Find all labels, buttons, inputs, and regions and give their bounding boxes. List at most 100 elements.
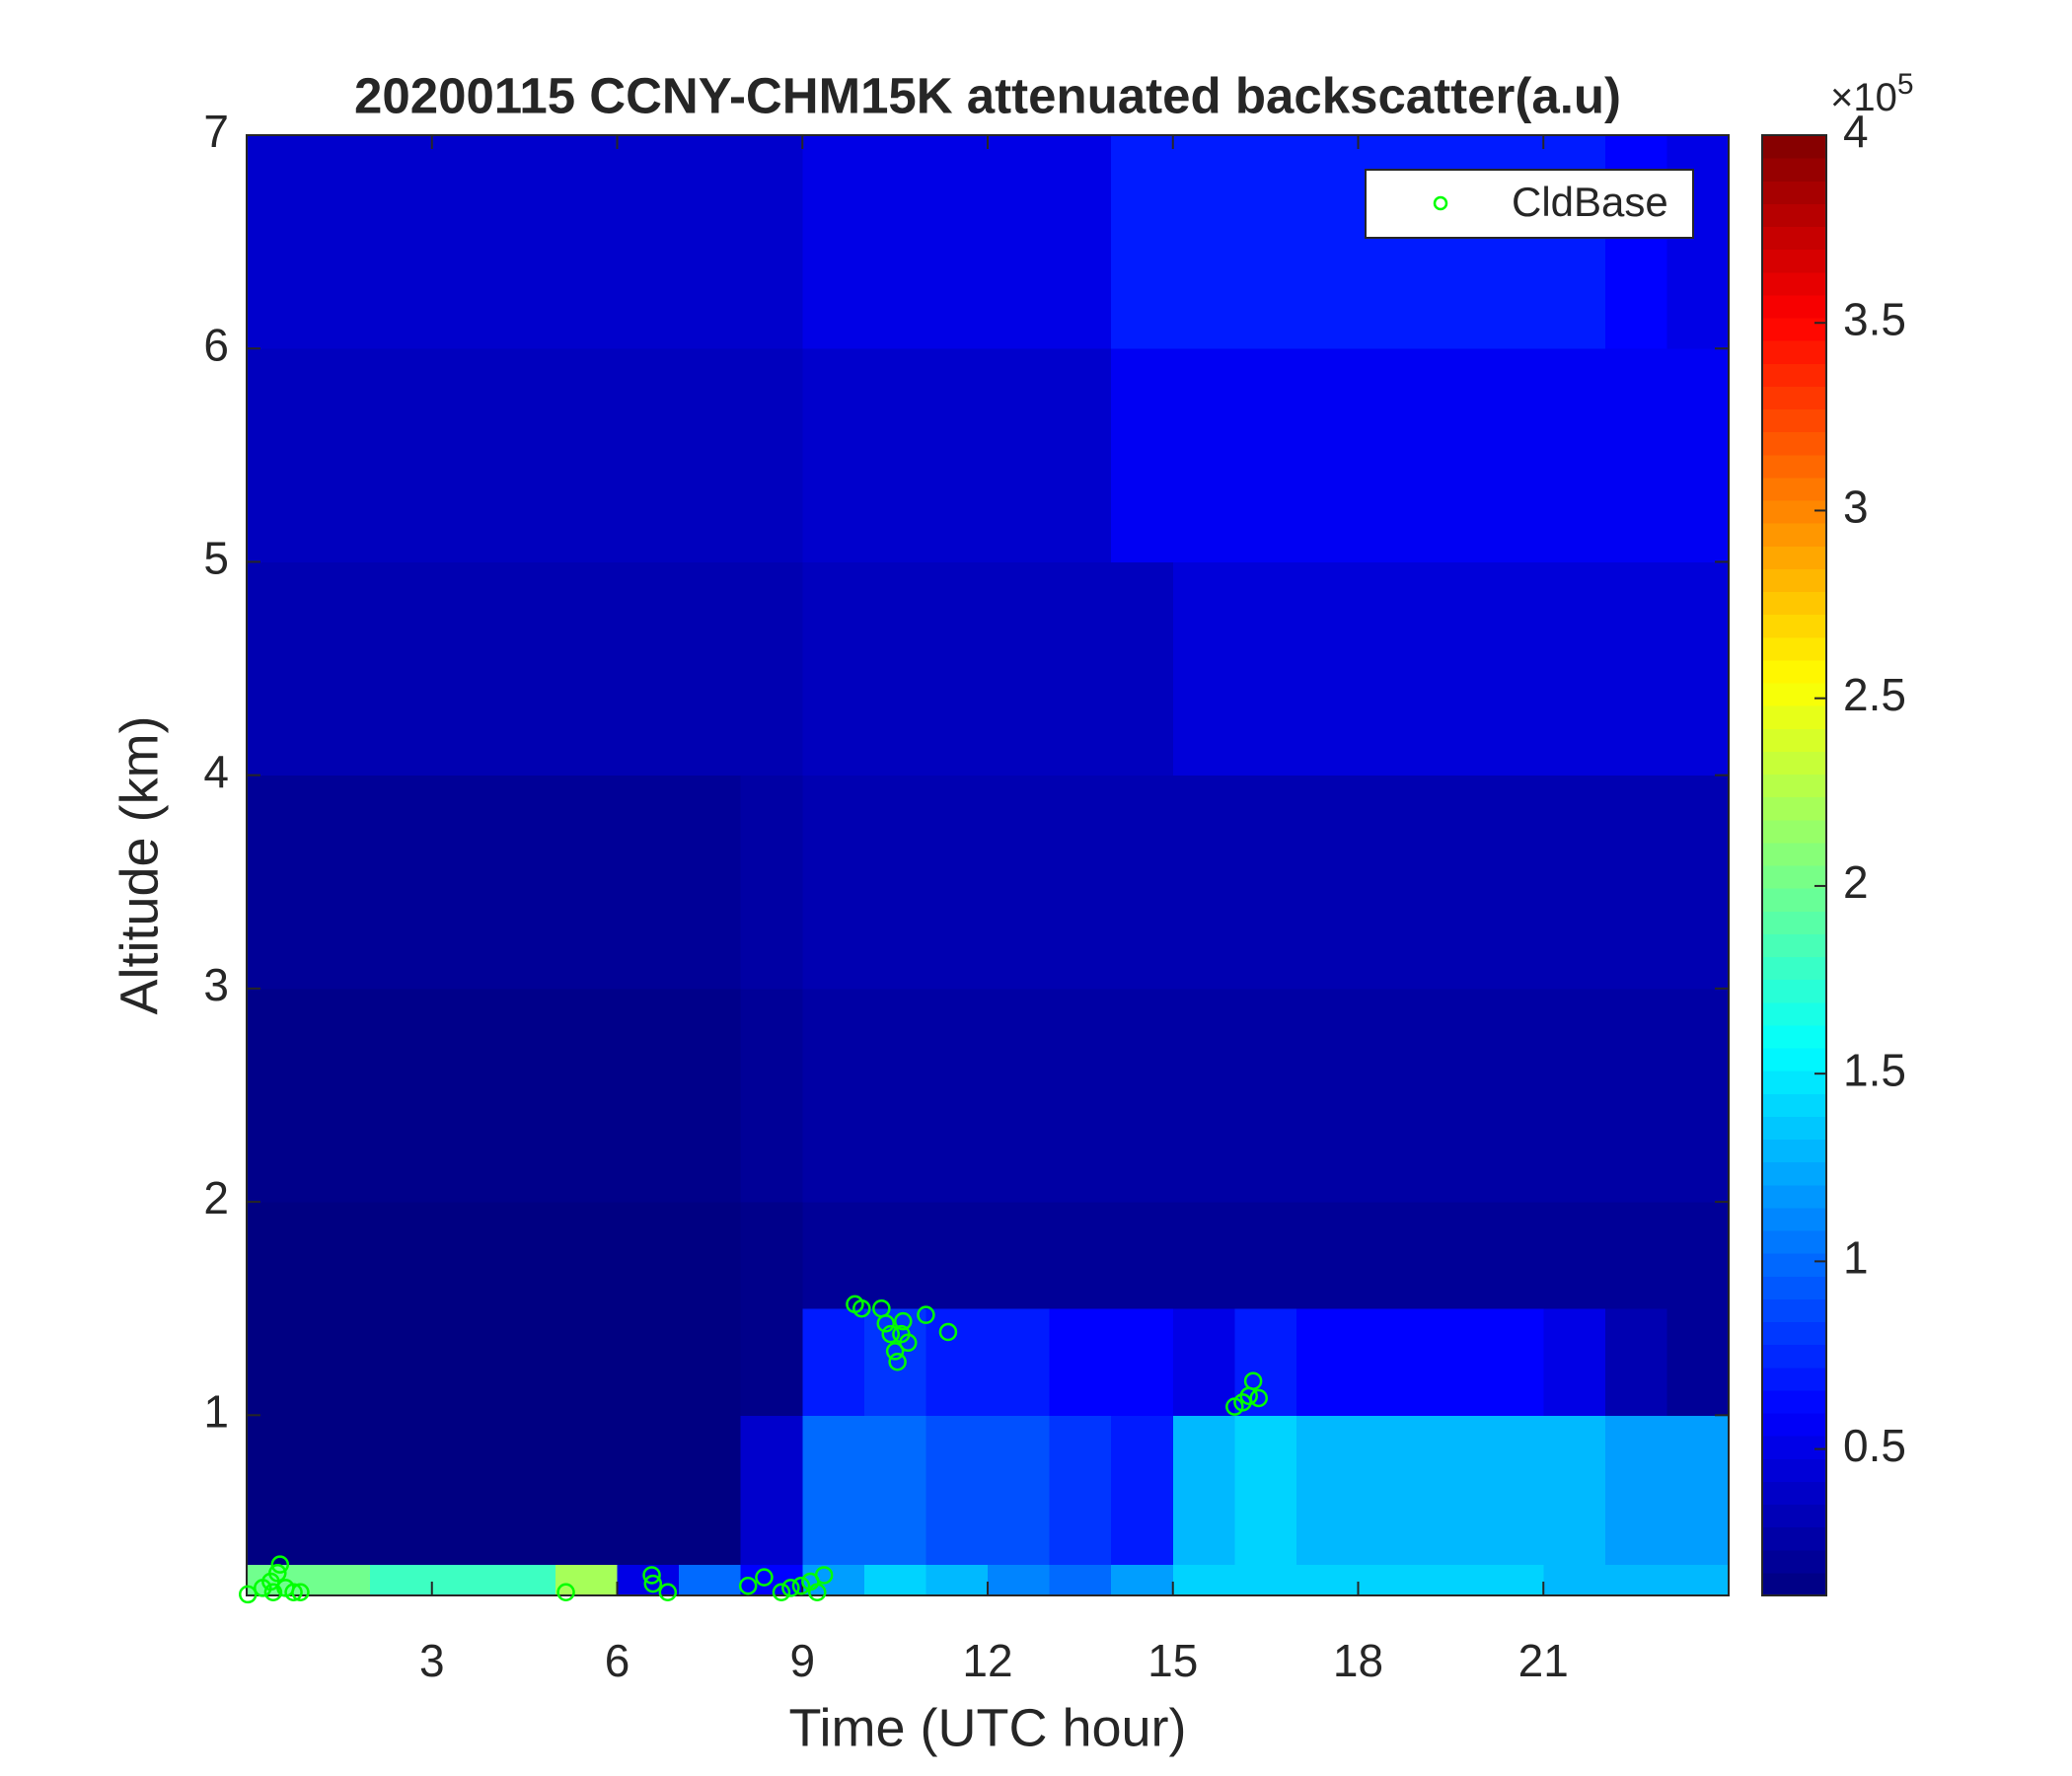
heatmap-cell bbox=[988, 1308, 1051, 1416]
colorbar-tick-label: 3.5 bbox=[1843, 293, 1906, 344]
heatmap-cell bbox=[1604, 348, 1667, 562]
cloud-base-point bbox=[263, 1583, 283, 1602]
heatmap-cell bbox=[802, 561, 865, 777]
heatmap-cell bbox=[1481, 1564, 1544, 1596]
cloud-base-point bbox=[885, 1342, 905, 1361]
heatmap-cell bbox=[1543, 1415, 1606, 1566]
colorbar-segment bbox=[1762, 888, 1826, 912]
colorbar-tick-label: 2.5 bbox=[1843, 669, 1906, 720]
heatmap-cell bbox=[863, 988, 926, 1203]
colorbar-segment bbox=[1762, 135, 1826, 159]
colorbar-segment bbox=[1762, 728, 1826, 752]
heatmap-cell bbox=[308, 775, 371, 990]
heatmap-cell bbox=[1481, 988, 1544, 1203]
heatmap-cell bbox=[802, 1564, 865, 1596]
heatmap-cell bbox=[925, 348, 989, 562]
heatmap-cell bbox=[308, 561, 371, 777]
colorbar-segment bbox=[1762, 203, 1826, 227]
heatmap-cell bbox=[1543, 1564, 1606, 1596]
heatmap-cell bbox=[1295, 348, 1359, 562]
heatmap-cell bbox=[802, 135, 865, 349]
colorbar-segment bbox=[1762, 751, 1826, 775]
y-axis-label: Altitude (km) bbox=[110, 715, 169, 1014]
heatmap-cell bbox=[802, 1415, 865, 1566]
heatmap-cell bbox=[1049, 1564, 1112, 1596]
heatmap-cell bbox=[863, 775, 926, 990]
heatmap-cell bbox=[988, 1415, 1051, 1566]
heatmap-cell bbox=[1604, 135, 1667, 349]
heatmap-cell bbox=[617, 1415, 680, 1566]
heatmap-cell bbox=[1172, 1202, 1235, 1309]
colorbar-segment bbox=[1762, 181, 1826, 204]
heatmap-cell bbox=[1049, 1308, 1112, 1416]
heatmap-cell bbox=[247, 1202, 310, 1309]
colorbar-tick-label: 4 bbox=[1843, 106, 1869, 157]
heatmap-cell bbox=[1604, 1308, 1667, 1416]
heatmap-cell bbox=[1543, 988, 1606, 1203]
heatmap-cell bbox=[1111, 1202, 1174, 1309]
heatmap-cell bbox=[1049, 135, 1112, 349]
heatmap-cell bbox=[617, 348, 680, 562]
heatmap-cell bbox=[1172, 1308, 1235, 1416]
cloud-base-point bbox=[291, 1583, 310, 1602]
heatmap-cell bbox=[555, 1415, 618, 1566]
heatmap-cell bbox=[1604, 775, 1667, 990]
colorbar-tick-label: 1.5 bbox=[1843, 1044, 1906, 1095]
heatmap-cell bbox=[1111, 348, 1174, 562]
heatmap-cell bbox=[863, 1564, 926, 1596]
colorbar-segment bbox=[1762, 1298, 1826, 1322]
heatmap-cell bbox=[925, 1202, 989, 1309]
colorbar-segment bbox=[1762, 158, 1826, 182]
colorbar-segment bbox=[1762, 1481, 1826, 1505]
colorbar-segment bbox=[1762, 1458, 1826, 1482]
heatmap-cell bbox=[1234, 1202, 1297, 1309]
plot-frame bbox=[246, 134, 1730, 1596]
heatmap-cell bbox=[1420, 775, 1483, 990]
colorbar-segment bbox=[1762, 431, 1826, 456]
heatmap-cell bbox=[679, 348, 742, 562]
heatmap-cell bbox=[308, 1564, 371, 1596]
heatmap-cell bbox=[1172, 1415, 1235, 1566]
heatmap-cell bbox=[1543, 775, 1606, 990]
colorbar-tick-label: 3 bbox=[1843, 481, 1869, 533]
heatmap-cell bbox=[988, 1564, 1051, 1596]
legend-box bbox=[1365, 169, 1694, 239]
x-tick-label: 18 bbox=[1333, 1635, 1383, 1686]
heatmap-cell bbox=[1295, 1202, 1359, 1309]
cloud-base-point bbox=[1243, 1371, 1263, 1390]
heatmap-cell bbox=[617, 1202, 680, 1309]
heatmap-cell bbox=[617, 988, 680, 1203]
heatmap-cell bbox=[1111, 1308, 1174, 1416]
heatmap-cell bbox=[308, 1308, 371, 1416]
heatmap-cell bbox=[1666, 988, 1730, 1203]
heatmap-cell bbox=[617, 775, 680, 990]
colorbar-segment bbox=[1762, 1116, 1826, 1140]
heatmap-cell bbox=[1543, 561, 1606, 777]
colorbar-segment bbox=[1762, 774, 1826, 798]
cloud-base-point bbox=[658, 1583, 678, 1602]
colorbar-segment bbox=[1762, 408, 1826, 433]
heatmap-cell bbox=[1481, 135, 1544, 349]
colorbar-segment bbox=[1762, 454, 1826, 479]
cloud-base-point bbox=[268, 1564, 287, 1583]
heatmap-cell bbox=[1049, 561, 1112, 777]
x-tick-label: 21 bbox=[1518, 1635, 1569, 1686]
cloud-base-point bbox=[894, 1311, 913, 1331]
heatmap-cell bbox=[1420, 135, 1483, 349]
heatmap-cell bbox=[1420, 1202, 1483, 1309]
heatmap-cell bbox=[555, 1564, 618, 1596]
heatmap-cell bbox=[431, 1202, 494, 1309]
heatmap-cell bbox=[617, 1308, 680, 1416]
colorbar-segment bbox=[1762, 523, 1826, 547]
colorbar-segment bbox=[1762, 1436, 1826, 1459]
heatmap-cell bbox=[925, 775, 989, 990]
heatmap-cell bbox=[679, 561, 742, 777]
cloud-base-point bbox=[808, 1583, 827, 1602]
heatmap-cell bbox=[308, 135, 371, 349]
heatmap-cell bbox=[247, 561, 310, 777]
heatmap-cell bbox=[1172, 988, 1235, 1203]
heatmap-cell bbox=[1049, 988, 1112, 1203]
chart-title: 20200115 CCNY-CHM15K attenuated backscat… bbox=[354, 67, 1621, 123]
heatmap-cell bbox=[308, 1202, 371, 1309]
